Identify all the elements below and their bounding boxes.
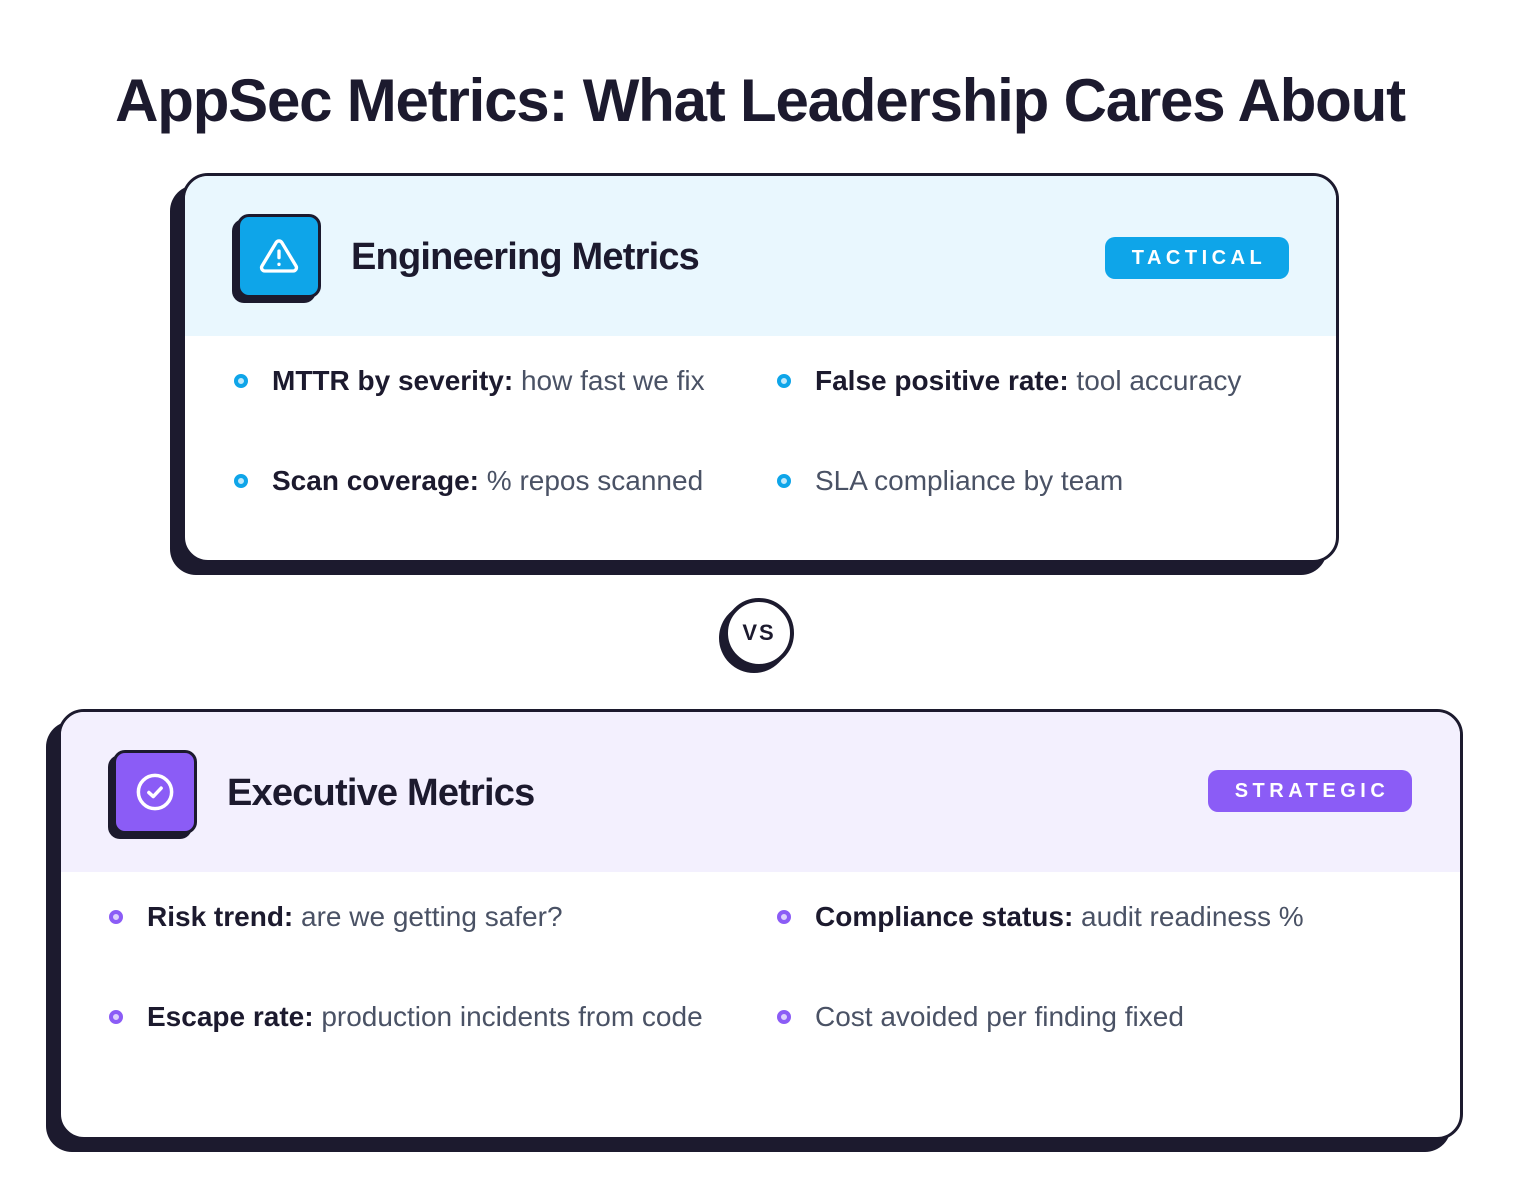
bullet-dot-icon (109, 1010, 123, 1024)
list-item: False positive rate: tool accuracy (777, 360, 1241, 402)
bullet-dot-icon (109, 910, 123, 924)
bullet-dot-icon (777, 474, 791, 488)
bullet-dot-icon (777, 374, 791, 388)
executive-card-title: Executive Metrics (227, 772, 535, 814)
engineering-card-header: Engineering Metrics TACTICAL (185, 176, 1336, 336)
engineering-metrics-card: Engineering Metrics TACTICAL MTTR by sev… (182, 173, 1339, 563)
bullet-dot-icon (777, 910, 791, 924)
list-item: Cost avoided per finding fixed (777, 996, 1415, 1038)
engineering-card-title: Engineering Metrics (351, 236, 700, 278)
list-item: MTTR by severity: how fast we fix (234, 360, 705, 402)
list-item: SLA compliance by team (777, 460, 1123, 502)
page-title: AppSec Metrics: What Leadership Cares Ab… (115, 67, 1406, 134)
executive-metrics-card: Executive Metrics STRATEGIC Risk trend: … (58, 709, 1463, 1140)
strategic-badge: STRATEGIC (1208, 770, 1412, 812)
executive-card-header: Executive Metrics STRATEGIC (61, 712, 1460, 872)
list-item: Escape rate: production incidents from c… (109, 996, 707, 1038)
check-circle-icon (136, 773, 174, 811)
engineering-icon-tile (237, 214, 321, 298)
tactical-badge: TACTICAL (1105, 237, 1289, 279)
executive-icon-tile (113, 750, 197, 834)
list-item: Risk trend: are we getting safer? (109, 896, 707, 938)
bullet-dot-icon (234, 374, 248, 388)
bullet-dot-icon (234, 474, 248, 488)
list-item: Compliance status: audit readiness % (777, 896, 1415, 938)
bullet-dot-icon (777, 1010, 791, 1024)
vs-badge: VS (724, 598, 794, 668)
warning-triangle-icon (259, 239, 299, 273)
list-item: Scan coverage: % repos scanned (234, 460, 703, 502)
